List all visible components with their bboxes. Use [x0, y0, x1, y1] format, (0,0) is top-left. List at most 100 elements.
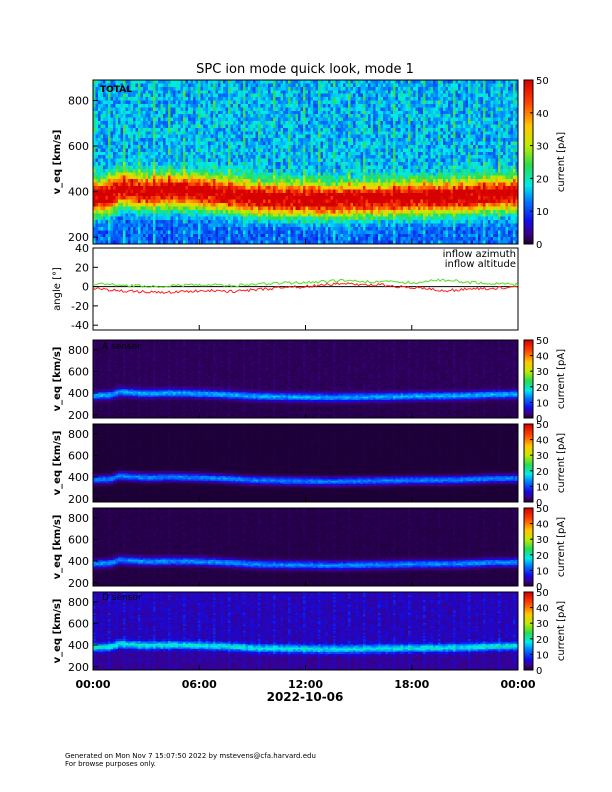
colorbar-label: current [pA]	[556, 433, 567, 493]
colorbar-tick-label: 30	[536, 619, 549, 630]
y-tick-label: 400	[68, 639, 89, 652]
colorbar-tick-label: 0	[536, 666, 542, 677]
y-tick-label: 600	[68, 617, 89, 630]
colorbar-tick-label: 20	[536, 635, 549, 646]
x-tick-label: 00:00	[500, 678, 535, 691]
y-tick-label: 200	[68, 661, 89, 674]
angle-plot-frame	[92, 247, 519, 331]
y-tick-label: -20	[71, 300, 89, 313]
colorbar-tick-label: 40	[536, 109, 549, 120]
colorbar-tick-label: 30	[536, 142, 549, 153]
y-tick-label: 600	[68, 140, 89, 153]
colorbar-tick-label: 10	[536, 398, 549, 409]
y-tick-label: 200	[68, 577, 89, 590]
y-tick-label: 20	[75, 261, 89, 274]
colorbar: 0 10 20 30 40 50 current [pA]	[523, 336, 567, 425]
total-spectrogram-panel: 200 400 600 800 v_eq [km/s] 0 10 20 30 40 50 curren…	[52, 76, 567, 251]
x-tick-label: 00:00	[75, 678, 110, 691]
y-tick-label: -40	[71, 319, 89, 332]
heatmap-cells	[93, 424, 519, 503]
d-sensor-spectrogram-panel: 200 400 600 800 v_eq [km/s] 0 10 20 30 40 50 curren…	[52, 588, 567, 677]
y-tick-label: 40	[75, 242, 89, 255]
y-axis-label: v_eq [km/s]	[52, 130, 63, 195]
c-sensor-spectrogram-panel: 200 400 600 800 v_eq [km/s] 0 10 20 30 40 50 curren…	[52, 504, 567, 593]
y-tick-label: 600	[68, 449, 89, 462]
footer-line-1: Generated on Mon Nov 7 15:07:50 2022 by …	[65, 752, 316, 760]
colorbar-tick-label: 40	[536, 520, 549, 531]
colorbar: 0 10 20 30 40 50 current [pA]	[523, 76, 567, 251]
date-label: 2022-10-06	[267, 690, 344, 704]
colorbar-tick-label: 40	[536, 352, 549, 363]
y-tick-label: 0	[82, 281, 89, 294]
heatmap-cells	[93, 592, 519, 671]
legend-azimuth: inflow azimuth	[443, 249, 516, 260]
colorbar-tick-label: 50	[536, 504, 549, 515]
x-tick-label: 18:00	[394, 678, 429, 691]
altitude-series-line	[92, 278, 519, 288]
total-sensor-label: TOTAL	[100, 85, 132, 95]
y-tick-label: 800	[68, 428, 89, 441]
y-tick-label: 200	[68, 493, 89, 506]
heatmap-cells	[93, 80, 519, 245]
a-sensor-label: A sensor	[102, 342, 141, 352]
time-axis: 2022-10-06 00:00 06:00 12:00 18:00 00:00	[75, 678, 535, 704]
colorbar-tick-label: 50	[536, 420, 549, 431]
y-tick-label: 400	[68, 186, 89, 199]
colorbar-tick-label: 50	[536, 588, 549, 599]
y-tick-label: 800	[68, 512, 89, 525]
colorbar-label: current [pA]	[556, 132, 567, 192]
colorbar-tick-label: 30	[536, 451, 549, 462]
legend-altitude: inflow altitude	[445, 259, 516, 270]
colorbar-tick-label: 40	[536, 604, 549, 615]
y-tick-label: 800	[68, 95, 89, 108]
colorbar: 0 10 20 30 40 50 current [pA]	[523, 588, 567, 677]
colorbar-tick-label: 20	[536, 383, 549, 394]
colorbar: 0 10 20 30 40 50 current [pA]	[523, 420, 567, 509]
heatmap-cells	[93, 340, 519, 419]
heatmap-cells	[93, 508, 519, 587]
y-axis-label: v_eq [km/s]	[52, 431, 63, 496]
colorbar-tick-label: 10	[536, 482, 549, 493]
colorbar-tick-label: 20	[536, 467, 549, 478]
colorbar-tick-label: 50	[536, 76, 549, 87]
y-tick-label: 400	[68, 387, 89, 400]
x-tick-label: 06:00	[182, 678, 217, 691]
y-tick-label: 600	[68, 533, 89, 546]
y-tick-label: 800	[68, 344, 89, 357]
colorbar-tick-label: 10	[536, 566, 549, 577]
colorbar-tick-label: 0	[536, 582, 542, 593]
colorbar-tick-label: 10	[536, 207, 549, 218]
colorbar-tick-label: 0	[536, 498, 542, 509]
colorbar-tick-label: 30	[536, 535, 549, 546]
colorbar-tick-label: 0	[536, 240, 542, 251]
y-tick-label: 600	[68, 365, 89, 378]
colorbar-label: current [pA]	[556, 517, 567, 577]
colorbar-tick-label: 20	[536, 551, 549, 562]
d-sensor-label: D sensor	[102, 593, 142, 603]
colorbar-tick-label: 30	[536, 367, 549, 378]
y-axis-label: v_eq [km/s]	[52, 599, 63, 664]
colorbar-tick-label: 10	[536, 650, 549, 661]
y-tick-label: 400	[68, 555, 89, 568]
colorbar-label: current [pA]	[556, 601, 567, 661]
y-tick-label: 800	[68, 596, 89, 609]
a-sensor-spectrogram-panel: 200 400 600 800 v_eq [km/s] 0 10 20 30 40 50 curren…	[52, 336, 567, 425]
colorbar-tick-label: 0	[536, 414, 542, 425]
colorbar-tick-label: 20	[536, 174, 549, 185]
y-axis-label: v_eq [km/s]	[52, 347, 63, 412]
y-axis-label: v_eq [km/s]	[52, 515, 63, 580]
azimuth-series-line	[92, 282, 519, 295]
colorbar: 0 10 20 30 40 50 current [pA]	[523, 504, 567, 593]
y-tick-label: 200	[68, 231, 89, 244]
y-tick-label: 200	[68, 409, 89, 422]
colorbar-tick-label: 50	[536, 336, 549, 347]
footer-line-2: For browse purposes only.	[65, 760, 156, 768]
y-axis-label: angle [°]	[52, 267, 63, 311]
y-tick-label: 400	[68, 471, 89, 484]
colorbar-label: current [pA]	[556, 349, 567, 409]
angle-panel: -40 -20 0 20 40 angle [°] inflow azimuthinflow…	[52, 242, 519, 332]
figure-title: SPC ion mode quick look, mode 1	[196, 62, 414, 77]
b-sensor-spectrogram-panel: 200 400 600 800 v_eq [km/s] 0 10 20 30 40 50 curren…	[52, 420, 567, 509]
colorbar-tick-label: 40	[536, 436, 549, 447]
